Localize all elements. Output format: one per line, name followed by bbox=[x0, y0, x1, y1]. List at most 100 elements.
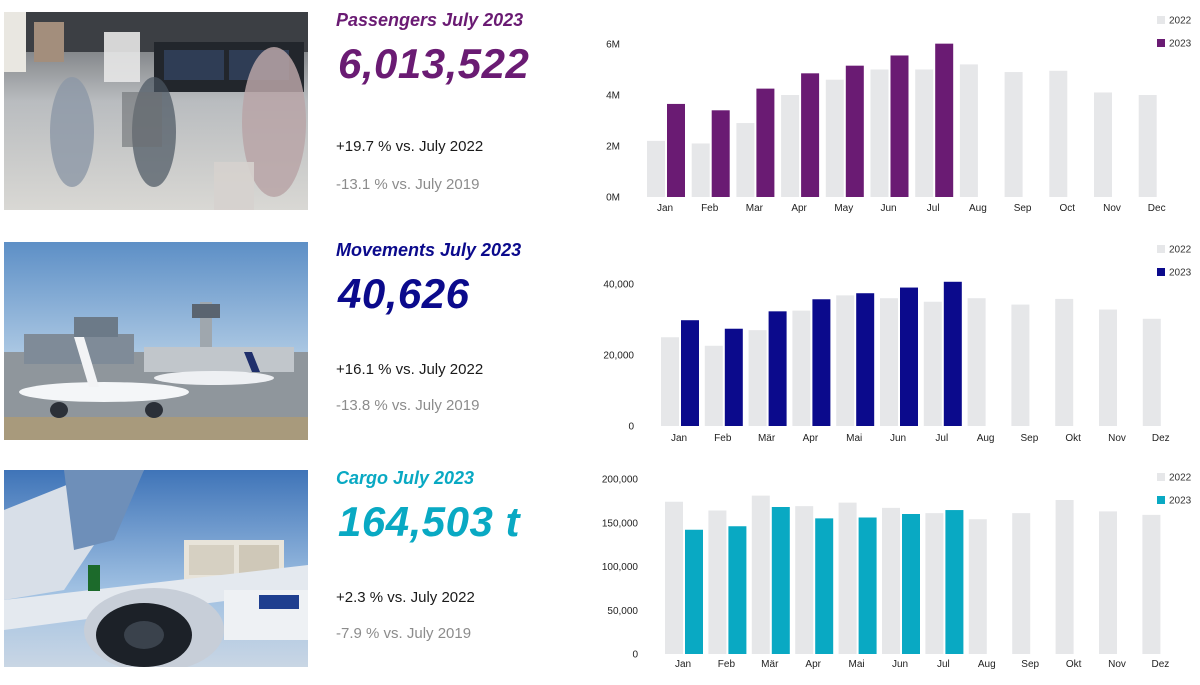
x-tick-label: Mai bbox=[846, 433, 862, 444]
y-tick-label: 4M bbox=[606, 91, 620, 102]
movements-vs-2019: -13.8 % vs. July 2019 bbox=[336, 397, 480, 414]
cargo-chart: 0 50,000 100,000 150,000 200,000 Jan Feb Mär Apr… bbox=[600, 458, 1200, 685]
bar-2023-mai bbox=[858, 517, 877, 654]
y-tick-label: 200,000 bbox=[602, 475, 639, 486]
bar-2022-feb bbox=[708, 510, 727, 654]
x-tick-label: Jul bbox=[935, 433, 948, 444]
movements-kpi: Movements July 2023 40,626 +16.1 % vs. J… bbox=[336, 240, 596, 450]
x-tick-label: Sep bbox=[1021, 433, 1039, 444]
bar-2023-mär bbox=[771, 507, 790, 654]
bar-2022-feb bbox=[691, 143, 710, 197]
airport-terminal-photo bbox=[4, 12, 308, 210]
bar-2022-okt bbox=[1055, 298, 1074, 426]
x-tick-label: Jul bbox=[937, 659, 950, 670]
legend-swatch-2023 bbox=[1157, 39, 1165, 47]
cargo-title: Cargo July 2023 bbox=[336, 468, 475, 488]
bar-2022-apr bbox=[795, 506, 814, 654]
bar-2023-mär bbox=[768, 311, 787, 426]
bar-2023-jun bbox=[890, 55, 909, 197]
x-tick-label: Mär bbox=[758, 433, 776, 444]
x-tick-label: Nov bbox=[1108, 433, 1126, 444]
x-tick-label: Jan bbox=[675, 659, 691, 670]
bar-2022-apr bbox=[781, 95, 800, 197]
bar-2022-dez bbox=[1142, 514, 1161, 654]
x-tick-label: Feb bbox=[701, 203, 719, 214]
passengers-value: 6,013,522 bbox=[338, 40, 530, 87]
cargo-loading-photo bbox=[4, 470, 308, 667]
legend-swatch-2023 bbox=[1157, 496, 1165, 504]
bar-2022-mär bbox=[748, 330, 767, 426]
legend-label-2023: 2023 bbox=[1169, 39, 1192, 50]
passengers-vs-2019: -13.1 % vs. July 2019 bbox=[336, 176, 480, 193]
cargo-value: 164,503 t bbox=[338, 498, 520, 545]
bar-2023-jan bbox=[667, 103, 685, 197]
bar-2022-aug bbox=[968, 519, 987, 654]
passengers-row: Passengers July 2023 6,013,522 +19.7 % v… bbox=[0, 0, 1200, 228]
legend-swatch-2023 bbox=[1157, 268, 1165, 276]
bar-2023-jul bbox=[943, 281, 962, 426]
x-tick-label: Dez bbox=[1152, 659, 1170, 670]
x-tick-label: Sep bbox=[1014, 203, 1032, 214]
legend-label-2023: 2023 bbox=[1169, 268, 1192, 279]
x-tick-label: Apr bbox=[805, 659, 821, 670]
x-tick-label: Feb bbox=[714, 433, 732, 444]
legend-swatch-2022 bbox=[1157, 473, 1165, 481]
bar-2022-jan bbox=[665, 501, 683, 654]
y-tick-label: 50,000 bbox=[607, 606, 638, 617]
x-tick-label: Mai bbox=[849, 659, 865, 670]
x-tick-label: Sep bbox=[1021, 659, 1039, 670]
x-tick-label: Dez bbox=[1152, 433, 1170, 444]
bar-2023-jan bbox=[685, 529, 703, 654]
passengers-bar-chart: 0M 2M 4M 6M Jan Feb Mar Apr May Jun Jul Aug Sep Oct No… bbox=[606, 16, 1192, 215]
y-tick-label: 0 bbox=[628, 422, 634, 433]
bar-2022-mar bbox=[736, 123, 755, 197]
bar-2023-jun bbox=[900, 287, 918, 426]
bar-2023-may bbox=[845, 65, 864, 197]
passengers-vs-2022: +19.7 % vs. July 2022 bbox=[336, 138, 484, 155]
x-tick-label: Aug bbox=[978, 659, 996, 670]
x-tick-label: Feb bbox=[718, 659, 736, 670]
bar-2022-nov bbox=[1094, 92, 1112, 197]
bar-2023-apr bbox=[812, 299, 831, 426]
bar-2022-jan bbox=[647, 140, 665, 197]
passengers-title: Passengers July 2023 bbox=[336, 10, 524, 30]
passengers-kpi: Passengers July 2023 6,013,522 +19.7 % v… bbox=[336, 10, 596, 220]
y-tick-label: 0M bbox=[606, 193, 620, 204]
x-tick-label: Apr bbox=[803, 433, 819, 444]
bar-2022-jun bbox=[870, 69, 889, 197]
airport-apron-photo bbox=[4, 242, 308, 440]
y-tick-label: 0 bbox=[632, 650, 638, 661]
passengers-chart: 0M 2M 4M 6M Jan Feb Mar Apr May Jun Jul Aug Sep Oct No… bbox=[600, 0, 1200, 228]
y-tick-label: 150,000 bbox=[602, 518, 639, 529]
movements-title: Movements July 2023 bbox=[336, 240, 522, 260]
y-tick-label: 6M bbox=[606, 40, 620, 51]
bar-2022-mai bbox=[838, 502, 857, 654]
legend-label-2023: 2023 bbox=[1169, 496, 1192, 507]
x-tick-label: Jun bbox=[890, 433, 906, 444]
bar-2022-nov bbox=[1099, 511, 1117, 654]
bar-2023-jul bbox=[945, 510, 964, 654]
bar-2022-jul bbox=[923, 301, 942, 426]
cargo-row: Cargo July 2023 164,503 t +2.3 % vs. Jul… bbox=[0, 458, 1200, 685]
bar-2022-aug bbox=[959, 64, 978, 198]
y-tick-label: 40,000 bbox=[603, 280, 634, 291]
bar-2022-dec bbox=[1138, 95, 1157, 197]
bar-2022-sep bbox=[1011, 304, 1030, 426]
bar-2022-jan bbox=[661, 337, 679, 426]
bar-2023-jun bbox=[902, 514, 920, 654]
bar-2022-dez bbox=[1142, 318, 1161, 426]
bar-2022-okt bbox=[1055, 500, 1074, 654]
bar-2022-jul bbox=[915, 69, 934, 197]
movements-vs-2022: +16.1 % vs. July 2022 bbox=[336, 361, 484, 378]
x-tick-label: Jul bbox=[927, 203, 940, 214]
cargo-bar-chart: 0 50,000 100,000 150,000 200,000 Jan Feb Mär Apr… bbox=[602, 473, 1192, 671]
legend-swatch-2022 bbox=[1157, 16, 1165, 24]
cargo-vs-2022: +2.3 % vs. July 2022 bbox=[336, 589, 475, 606]
bar-2023-mai bbox=[856, 293, 875, 426]
x-tick-label: Okt bbox=[1066, 659, 1082, 670]
bar-2023-apr bbox=[801, 73, 820, 197]
bar-2022-may bbox=[825, 79, 844, 197]
x-tick-label: Nov bbox=[1108, 659, 1126, 670]
x-tick-label: Apr bbox=[791, 203, 807, 214]
x-tick-label: May bbox=[834, 203, 853, 214]
